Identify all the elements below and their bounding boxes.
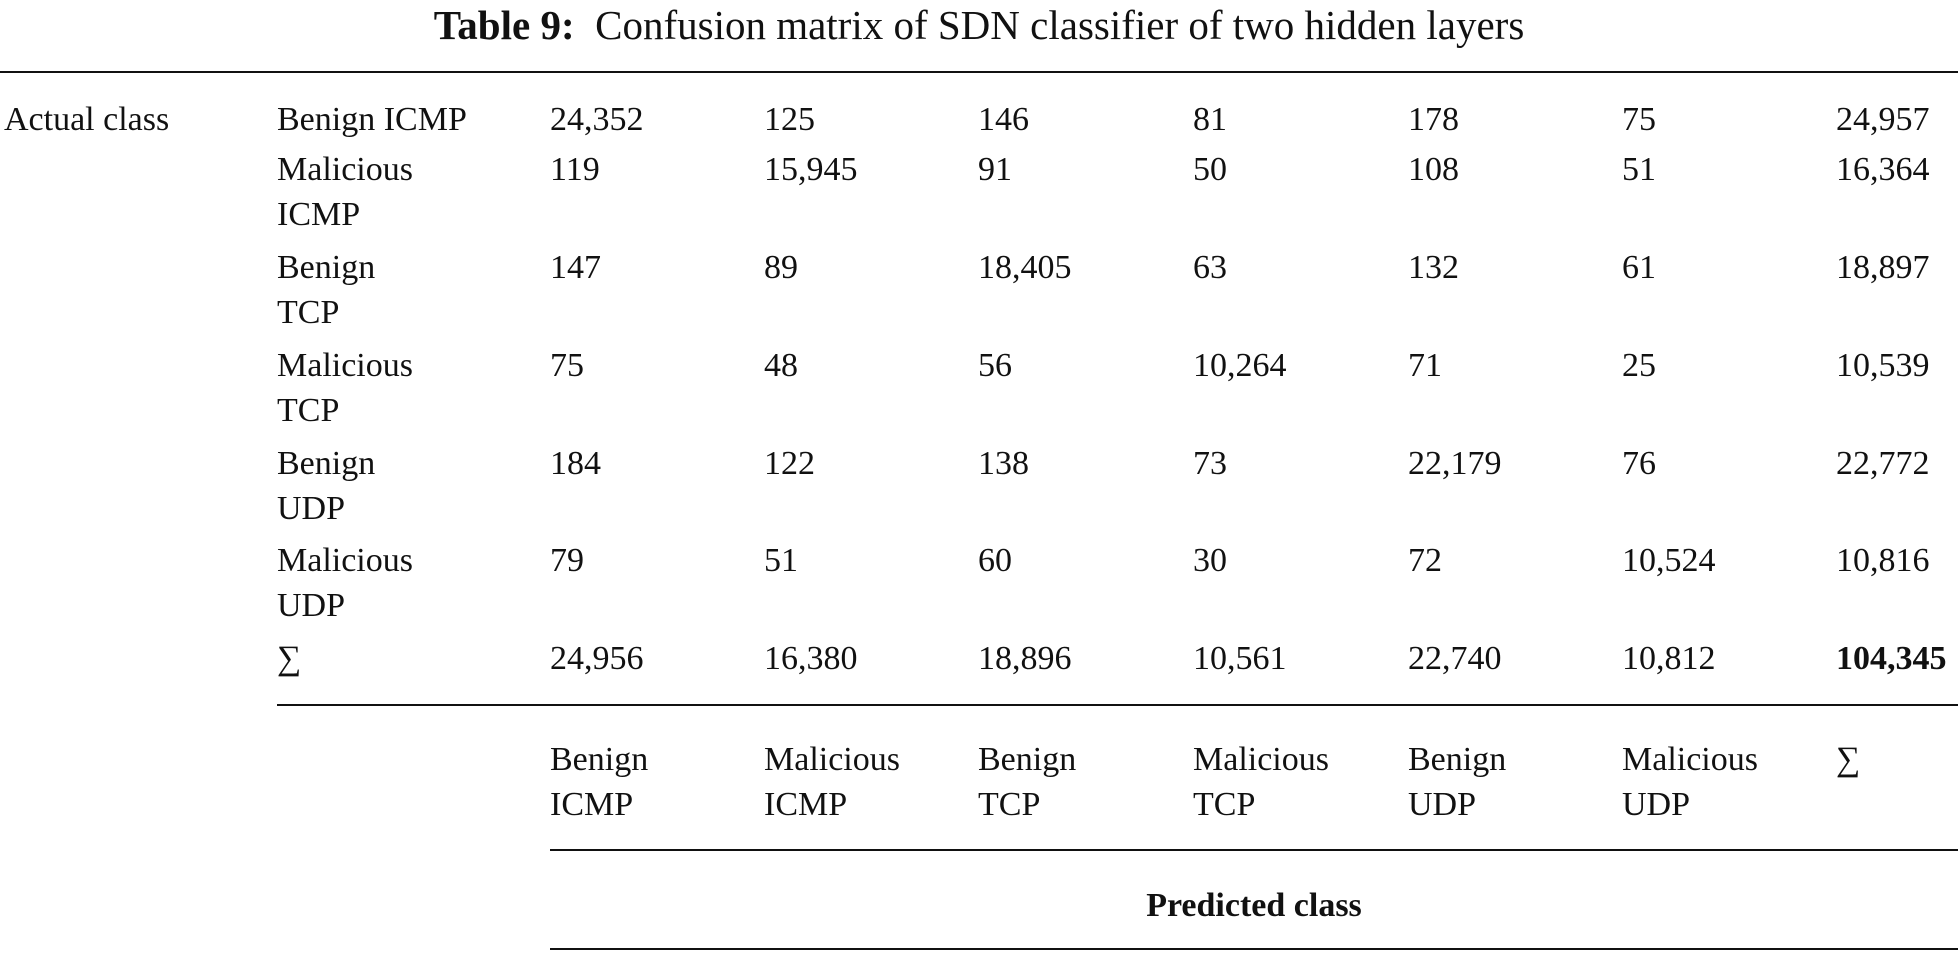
predicted-column-header: Benign TCP bbox=[978, 741, 1077, 823]
matrix-cell: 79 bbox=[550, 542, 584, 579]
row-label: Benign TCP bbox=[277, 249, 376, 331]
bottom-rule bbox=[550, 948, 1958, 950]
matrix-cell: 22,179 bbox=[1408, 445, 1502, 482]
matrix-cell: 76 bbox=[1622, 445, 1656, 482]
matrix-cell: 18,405 bbox=[978, 249, 1072, 286]
matrix-cell: 75 bbox=[1622, 101, 1656, 138]
matrix-cell: 75 bbox=[550, 347, 584, 384]
matrix-cell: 81 bbox=[1193, 101, 1227, 138]
matrix-cell: 63 bbox=[1193, 249, 1227, 286]
predicted-class-label: Predicted class bbox=[1146, 887, 1362, 924]
matrix-cell: 61 bbox=[1622, 249, 1656, 286]
matrix-cell: 73 bbox=[1193, 445, 1227, 482]
column-total: 22,740 bbox=[1408, 640, 1502, 677]
column-total: 24,956 bbox=[550, 640, 644, 677]
row-total: 10,539 bbox=[1836, 347, 1930, 384]
matrix-cell: 71 bbox=[1408, 347, 1442, 384]
matrix-cell: 25 bbox=[1622, 347, 1656, 384]
row-label: Malicious TCP bbox=[277, 347, 413, 429]
mid-rule bbox=[277, 704, 1958, 706]
matrix-cell: 108 bbox=[1408, 151, 1459, 188]
row-label: Benign ICMP bbox=[277, 101, 467, 138]
matrix-cell: 89 bbox=[764, 249, 798, 286]
matrix-cell: 30 bbox=[1193, 542, 1227, 579]
matrix-cell: 132 bbox=[1408, 249, 1459, 286]
matrix-cell: 122 bbox=[764, 445, 815, 482]
predicted-column-header: Malicious TCP bbox=[1193, 741, 1329, 823]
matrix-cell: 178 bbox=[1408, 101, 1459, 138]
matrix-cell: 184 bbox=[550, 445, 601, 482]
table-caption: Table 9: Confusion matrix of SDN classif… bbox=[0, 0, 1958, 50]
row-total: 22,772 bbox=[1836, 445, 1930, 482]
matrix-cell: 15,945 bbox=[764, 151, 858, 188]
row-label: Benign UDP bbox=[277, 445, 376, 527]
column-total: 18,896 bbox=[978, 640, 1072, 677]
row-label: Malicious UDP bbox=[277, 542, 413, 624]
predicted-column-header: Benign ICMP bbox=[550, 741, 649, 823]
matrix-cell: 91 bbox=[978, 151, 1012, 188]
matrix-cell: 50 bbox=[1193, 151, 1227, 188]
matrix-cell: 146 bbox=[978, 101, 1029, 138]
grand-total: 104,345 bbox=[1836, 640, 1947, 677]
matrix-cell: 60 bbox=[978, 542, 1012, 579]
row-label: Malicious ICMP bbox=[277, 151, 413, 233]
sum-row-symbol: ∑ bbox=[277, 640, 302, 677]
column-total: 16,380 bbox=[764, 640, 858, 677]
column-total: 10,561 bbox=[1193, 640, 1287, 677]
matrix-cell: 119 bbox=[550, 151, 600, 188]
matrix-cell: 51 bbox=[764, 542, 798, 579]
matrix-cell: 147 bbox=[550, 249, 601, 286]
matrix-cell: 56 bbox=[978, 347, 1012, 384]
predicted-column-header: Malicious UDP bbox=[1622, 741, 1758, 823]
matrix-cell: 10,264 bbox=[1193, 347, 1287, 384]
row-total: 10,816 bbox=[1836, 542, 1930, 579]
column-total: 10,812 bbox=[1622, 640, 1716, 677]
matrix-cell: 51 bbox=[1622, 151, 1656, 188]
row-total: 24,957 bbox=[1836, 101, 1930, 138]
table-title: Confusion matrix of SDN classifier of tw… bbox=[595, 2, 1525, 48]
top-rule bbox=[0, 71, 1958, 73]
matrix-cell: 72 bbox=[1408, 542, 1442, 579]
predicted-column-header: Malicious ICMP bbox=[764, 741, 900, 823]
predicted-rule-top bbox=[550, 849, 1958, 851]
matrix-cell: 24,352 bbox=[550, 101, 644, 138]
row-total: 16,364 bbox=[1836, 151, 1930, 188]
matrix-cell: 138 bbox=[978, 445, 1029, 482]
table-number: Table 9: bbox=[433, 2, 575, 48]
predicted-column-header: Benign UDP bbox=[1408, 741, 1507, 823]
actual-class-label: Actual class bbox=[4, 101, 170, 138]
matrix-cell: 10,524 bbox=[1622, 542, 1716, 579]
row-total: 18,897 bbox=[1836, 249, 1930, 286]
matrix-cell: 48 bbox=[764, 347, 798, 384]
sum-column-header: ∑ bbox=[1836, 741, 1861, 778]
matrix-cell: 125 bbox=[764, 101, 815, 138]
